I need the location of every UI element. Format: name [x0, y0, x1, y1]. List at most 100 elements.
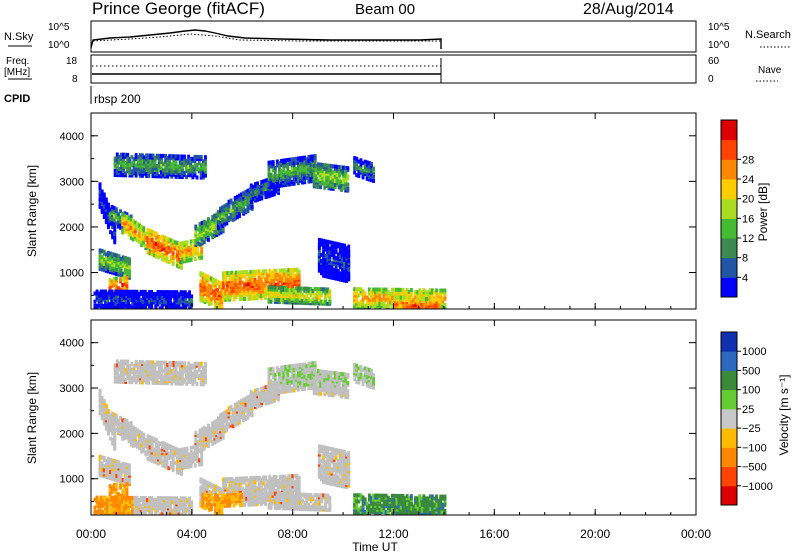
- power-cell: [143, 302, 147, 307]
- power-cell: [137, 298, 141, 303]
- velocity-cell: [113, 446, 117, 451]
- power-cell: [295, 284, 299, 289]
- power-cell: [312, 176, 316, 181]
- velocity-cell: [256, 404, 260, 409]
- power-cell: [406, 302, 410, 307]
- power-cell: [195, 154, 199, 159]
- power-cell: [414, 290, 418, 295]
- power-cell: [142, 226, 146, 231]
- power-cell: [181, 253, 185, 258]
- power-cell: [128, 265, 131, 270]
- velocity-cell: [134, 378, 138, 383]
- power-cell: [213, 219, 217, 224]
- power-cell: [388, 293, 392, 298]
- power-cell: [150, 248, 154, 253]
- power-cell: [404, 295, 407, 300]
- velocity-cell: [152, 459, 156, 464]
- power-cell: [154, 300, 158, 305]
- power-cell: [109, 259, 113, 264]
- velocity-cell: [204, 362, 207, 366]
- power-cell: [187, 158, 191, 163]
- velocity-cell: [280, 382, 284, 386]
- velocity-cell: [178, 361, 182, 366]
- power-cell: [327, 163, 331, 168]
- power-cell: [203, 283, 207, 288]
- power-cell: [222, 285, 226, 290]
- power-cell: [140, 237, 144, 242]
- power-cell: [222, 293, 226, 298]
- power-cell: [128, 273, 131, 278]
- power-cell: [129, 293, 133, 298]
- velocity-cell: [275, 366, 279, 371]
- power-cell: [200, 245, 204, 250]
- power-cell: [344, 174, 348, 179]
- velocity-cell: [138, 433, 142, 438]
- velocity-cell: [296, 363, 300, 368]
- power-cell: [242, 203, 246, 208]
- power-cell: [271, 285, 275, 290]
- velocity-cell: [123, 436, 127, 441]
- power-cell: [145, 155, 149, 160]
- power-cell: [231, 205, 235, 210]
- power-cell: [169, 300, 173, 305]
- power-cell: [317, 258, 321, 263]
- power-cell: [176, 174, 180, 179]
- power-cell: [172, 162, 176, 167]
- velocity-cell: [301, 387, 305, 392]
- power-cell: [143, 296, 147, 301]
- power-cell: [93, 299, 97, 304]
- power-cell: [297, 273, 301, 278]
- power-cell: [243, 296, 247, 301]
- velocity-cell: [309, 371, 313, 376]
- y-tick-label: 3000: [60, 176, 84, 188]
- power-cell: [257, 279, 261, 284]
- power-cell: [291, 280, 295, 285]
- velocity-cell: [244, 402, 248, 407]
- power-cell: [291, 274, 295, 278]
- power-cell: [183, 302, 187, 307]
- velocity-cell: [123, 423, 127, 428]
- power-cell: [317, 266, 321, 271]
- power-cell: [382, 304, 386, 308]
- power-cell: [324, 287, 328, 292]
- power-cell: [175, 263, 179, 268]
- power-cell: [285, 280, 289, 285]
- power-cell: [378, 301, 382, 306]
- velocity-cell: [189, 454, 193, 458]
- power-cell: [180, 156, 184, 161]
- power-cell: [303, 163, 307, 168]
- power-cell: [241, 286, 244, 291]
- velocity-cell: [183, 447, 187, 452]
- freq-panel-frame: [90, 54, 697, 84]
- velocity-cell: [213, 424, 217, 429]
- power-cell: [397, 302, 401, 307]
- power-cell: [259, 296, 263, 301]
- power-cell: [280, 285, 284, 290]
- power-cell: [214, 297, 218, 302]
- power-cell: [221, 207, 225, 212]
- power-cell: [328, 254, 332, 259]
- velocity-cell: [303, 368, 307, 373]
- power-cell: [242, 209, 246, 214]
- velocity-cell: [204, 374, 207, 379]
- power-cell: [295, 275, 299, 280]
- power-cell: [138, 173, 142, 178]
- power-cell: [372, 168, 376, 173]
- y-tick-label: 2000: [60, 222, 84, 234]
- power-cell: [143, 289, 147, 294]
- power-cell: [271, 160, 275, 165]
- power-cell: [268, 269, 272, 273]
- power-cell: [326, 287, 330, 292]
- power-cell: [280, 276, 284, 281]
- velocity-cell: [147, 364, 151, 369]
- velocity-cell: [122, 371, 126, 376]
- velocity-cell: [299, 383, 302, 388]
- velocity-cell: [309, 381, 313, 386]
- power-cell: [108, 301, 112, 306]
- velocity-cell: [168, 369, 172, 374]
- power-cell: [320, 269, 323, 274]
- power-cell: [216, 300, 220, 305]
- power-cell: [333, 174, 337, 179]
- power-cell: [223, 208, 227, 213]
- power-cell: [102, 210, 106, 215]
